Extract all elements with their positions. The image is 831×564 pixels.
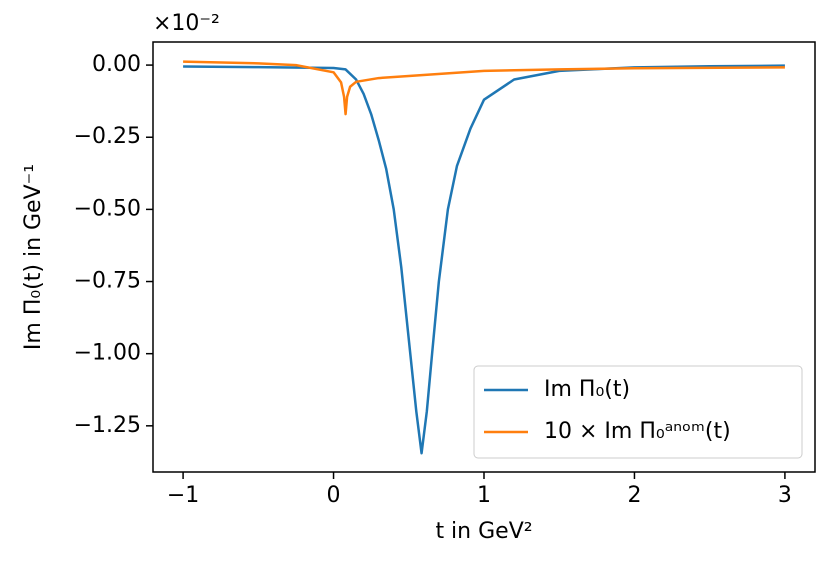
x-tick-label: 1 (477, 483, 491, 508)
y-axis-label: Im Π₀(t) in GeV⁻¹ (21, 164, 46, 350)
x-tick-label: 3 (778, 483, 792, 508)
legend-box (473, 365, 803, 459)
y-tick-label: −0.75 (74, 269, 141, 294)
x-tick-label: 2 (627, 483, 641, 508)
x-tick-label: 0 (327, 483, 341, 508)
y-tick-label: 0.00 (92, 52, 141, 77)
y-tick-label: −1.25 (74, 413, 141, 438)
offset-label: ×10⁻² (153, 11, 220, 36)
y-tick-label: −0.50 (74, 196, 141, 221)
x-tick-label: −1 (167, 483, 199, 508)
series-line (183, 60, 785, 116)
y-tick-label: −0.25 (74, 124, 141, 149)
x-axis-label: t in GeV² (435, 519, 532, 544)
plot-frame (152, 41, 816, 473)
y-tick-label: −1.00 (74, 341, 141, 366)
legend-label: Im Π₀(t) (544, 377, 630, 402)
legend-label: 10 × Im Π₀ᵃⁿᵒᵐ(t) (544, 419, 731, 444)
